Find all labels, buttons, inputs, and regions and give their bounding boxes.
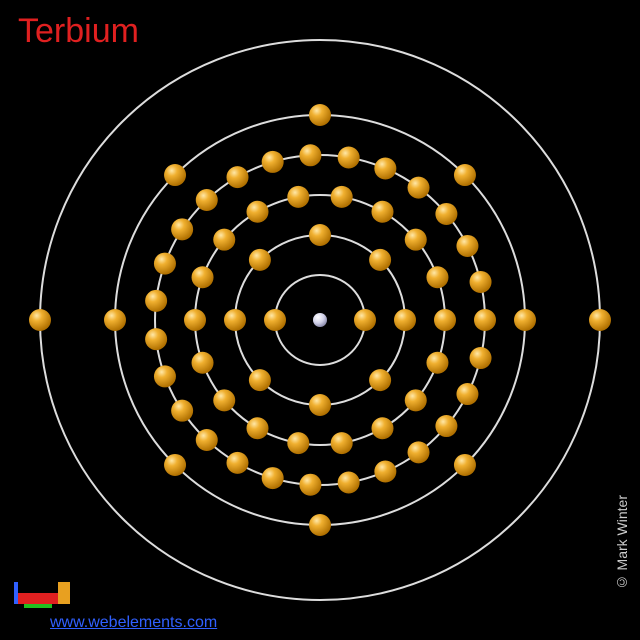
source-url[interactable]: www.webelements.com (50, 614, 217, 632)
electron (247, 201, 269, 223)
electron (264, 309, 286, 331)
electron (470, 271, 492, 293)
electron (372, 417, 394, 439)
electron (145, 290, 167, 312)
electron (171, 218, 193, 240)
electron (474, 309, 496, 331)
electron (196, 429, 218, 451)
electron (287, 186, 309, 208)
electron (426, 266, 448, 288)
pt-block (24, 604, 52, 608)
electron (435, 415, 457, 437)
electron (372, 201, 394, 223)
electron (405, 229, 427, 251)
electron (309, 394, 331, 416)
electron (164, 454, 186, 476)
electron (213, 389, 235, 411)
electron (29, 309, 51, 331)
pt-block (18, 593, 58, 604)
electron (456, 383, 478, 405)
electron (154, 253, 176, 275)
electron (374, 461, 396, 483)
electron (213, 229, 235, 251)
electron (309, 224, 331, 246)
electron (192, 266, 214, 288)
electron (145, 328, 167, 350)
electron (589, 309, 611, 331)
electron (104, 309, 126, 331)
electron (309, 104, 331, 126)
electron (338, 471, 360, 493)
electron (369, 369, 391, 391)
electron (354, 309, 376, 331)
electron (454, 454, 476, 476)
pt-block (14, 582, 18, 604)
electron (249, 369, 271, 391)
electron (426, 352, 448, 374)
electron (227, 166, 249, 188)
electron (171, 400, 193, 422)
electron (434, 309, 456, 331)
electron (456, 235, 478, 257)
copyright-text: © Mark Winter (614, 495, 630, 590)
electron (192, 352, 214, 374)
electron (164, 164, 186, 186)
periodic-table-icon (14, 582, 74, 612)
electron (338, 147, 360, 169)
electron (435, 203, 457, 225)
electron (369, 249, 391, 271)
electron (154, 365, 176, 387)
electron (470, 347, 492, 369)
electron (184, 309, 206, 331)
electron (408, 441, 430, 463)
electron (299, 474, 321, 496)
electron (394, 309, 416, 331)
electron (196, 189, 218, 211)
pt-block (58, 582, 70, 604)
electron (454, 164, 476, 186)
electron (249, 249, 271, 271)
nucleus (313, 313, 327, 327)
electron (224, 309, 246, 331)
bohr-diagram (0, 0, 640, 640)
electron (514, 309, 536, 331)
electron (227, 452, 249, 474)
electron (262, 467, 284, 489)
electron (408, 177, 430, 199)
electron (331, 186, 353, 208)
electron (247, 417, 269, 439)
electron (405, 389, 427, 411)
electron (331, 432, 353, 454)
electron (299, 144, 321, 166)
electron (287, 432, 309, 454)
electron (262, 151, 284, 173)
electron (374, 157, 396, 179)
electron (309, 514, 331, 536)
